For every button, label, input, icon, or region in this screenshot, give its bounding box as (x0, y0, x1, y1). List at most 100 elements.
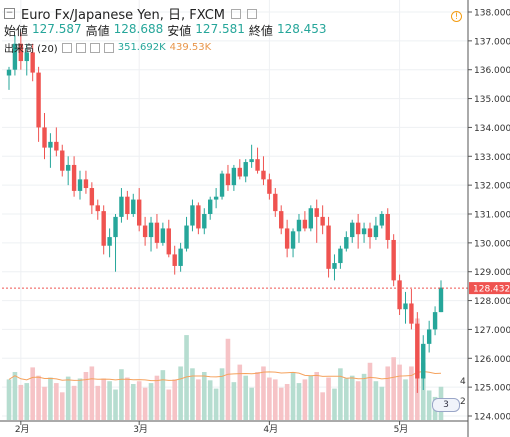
events-badge[interactable]: 3 (432, 398, 460, 412)
price-tick-label: 138.000 (474, 9, 510, 19)
open-value: 127.587 (32, 22, 82, 36)
volume-bar (302, 379, 308, 420)
volume-more-icon[interactable] (103, 42, 114, 53)
volume-bar (403, 379, 408, 420)
candle-body (397, 280, 402, 310)
candle-body (367, 228, 373, 238)
candle-body (273, 193, 278, 212)
collapse-icon[interactable]: − (4, 8, 15, 19)
settings-icon[interactable] (247, 8, 258, 19)
candle-body (308, 208, 314, 229)
candle-body (42, 127, 47, 148)
last-price-tag (469, 282, 510, 295)
symbol-legend: − Euro Fx/Japanese Yen, 日, FXCM (4, 4, 258, 23)
candle-body (148, 222, 154, 238)
volume-visibility-icon[interactable] (61, 42, 72, 53)
price-tick-label: 136.000 (474, 66, 510, 76)
volume-bar (166, 389, 172, 420)
price-tick-label: 137.000 (474, 37, 510, 47)
candle-body (355, 222, 361, 235)
candle-body (415, 323, 420, 379)
volume-bar (373, 381, 379, 420)
candle-body (71, 164, 77, 191)
volume-legend: 出来高 (20) 351.692K 439.53K (4, 40, 211, 55)
candle-body (332, 263, 337, 269)
volume-settings-icon[interactable] (75, 42, 86, 53)
volume-bar (77, 378, 83, 420)
volume-bar (344, 378, 349, 420)
price-tick-label: 135.000 (474, 95, 510, 105)
candle-body (178, 248, 183, 266)
candle-body (326, 225, 331, 269)
candle-body (154, 222, 160, 243)
volume-bar (284, 384, 290, 420)
candle-body (36, 72, 41, 128)
volume-bar (420, 362, 426, 420)
volume-bar (237, 364, 243, 420)
volume-bar (71, 385, 77, 420)
candle-body (403, 303, 408, 310)
volume-bar (361, 373, 367, 420)
volume-bar (18, 384, 24, 420)
volume-bar (196, 379, 201, 420)
volume-bar (332, 388, 337, 420)
candle-body (18, 43, 24, 62)
time-tick-label: 5月 (394, 424, 409, 435)
price-tick-label: 132.000 (474, 182, 510, 192)
volume-bar (125, 377, 130, 420)
volume-bar (24, 383, 30, 420)
volume-bar (290, 372, 296, 420)
candle-body (284, 228, 290, 249)
candle-body (54, 141, 59, 151)
volume-bar (6, 379, 12, 420)
volume-bar (231, 382, 237, 420)
candle-body (65, 164, 71, 171)
ohlc-legend: 始値 127.587 高値 128.688 安値 127.581 終値 128.… (4, 22, 327, 39)
candle-body (438, 287, 444, 313)
visibility-icon[interactable] (231, 8, 242, 19)
price-tick-label: 131.000 (474, 211, 510, 221)
volume-bar (178, 366, 183, 420)
volume-bar (273, 379, 278, 420)
candle-body (237, 167, 242, 177)
candle-body (373, 225, 379, 238)
alert-icon[interactable]: ! (451, 11, 462, 22)
volume-bar (213, 388, 219, 420)
candle-body (314, 208, 319, 217)
candle-body (77, 179, 83, 191)
price-tick-label: 130.000 (474, 239, 510, 249)
candle-body (421, 343, 426, 379)
candle-body (160, 228, 166, 243)
open-label: 始値 (4, 24, 29, 38)
count-top: 4 (460, 377, 466, 387)
volume-bar (160, 370, 166, 420)
volume-bar (148, 383, 154, 420)
high-label: 高値 (85, 24, 110, 38)
candle-body (48, 141, 53, 148)
volume-bar (172, 379, 177, 420)
candle-body (296, 219, 302, 232)
candle-body (409, 303, 414, 324)
candle-body (83, 179, 89, 189)
volume-bar (219, 368, 225, 420)
volume-bar (225, 338, 231, 420)
candle-body (290, 231, 296, 249)
candle-body (119, 196, 124, 217)
volume-value-red: 439.53K (169, 42, 212, 53)
candle-body (142, 225, 148, 238)
volume-bar (426, 390, 432, 420)
candle-body (107, 237, 112, 246)
volume-remove-icon[interactable] (89, 42, 100, 53)
candle-body (302, 219, 308, 229)
low-value: 127.581 (195, 22, 245, 36)
candle-body (385, 214, 390, 240)
candle-body (338, 248, 343, 264)
volume-bar (391, 357, 396, 420)
price-tick-label: 129.000 (474, 268, 510, 278)
candle-body (279, 211, 284, 229)
volume-bar (113, 389, 118, 420)
candle-body (136, 199, 142, 226)
price-tick-label: 127.000 (474, 326, 510, 336)
